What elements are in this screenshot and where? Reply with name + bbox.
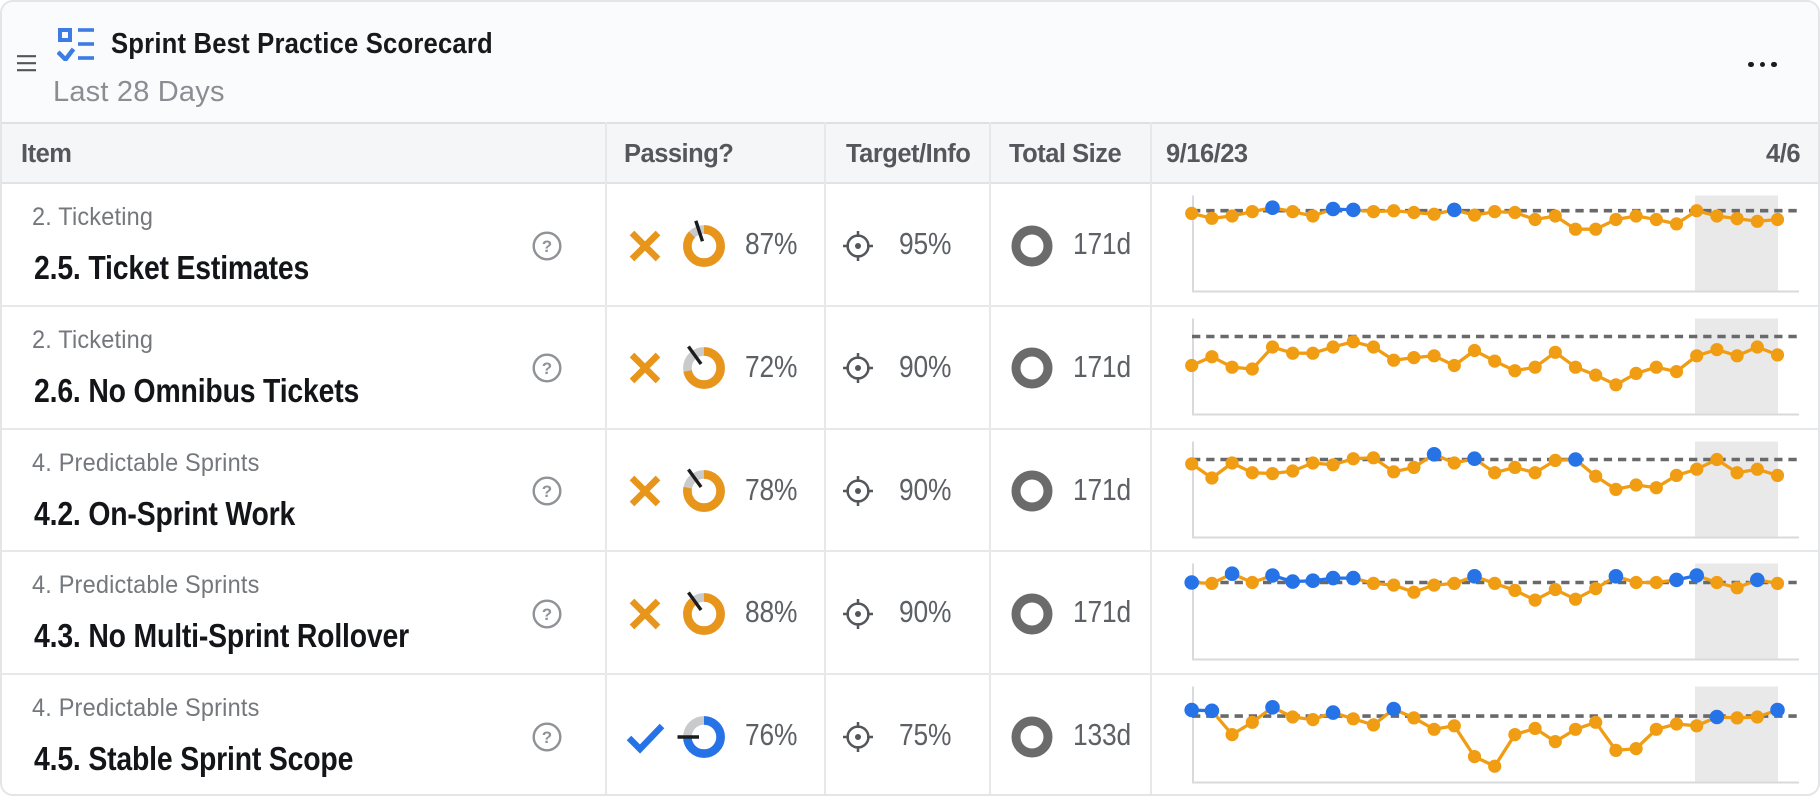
svg-text:?: ? — [542, 359, 552, 378]
svg-text:?: ? — [542, 605, 552, 624]
svg-text:?: ? — [542, 482, 552, 501]
svg-text:?: ? — [542, 237, 552, 256]
svg-text:?: ? — [542, 728, 552, 747]
